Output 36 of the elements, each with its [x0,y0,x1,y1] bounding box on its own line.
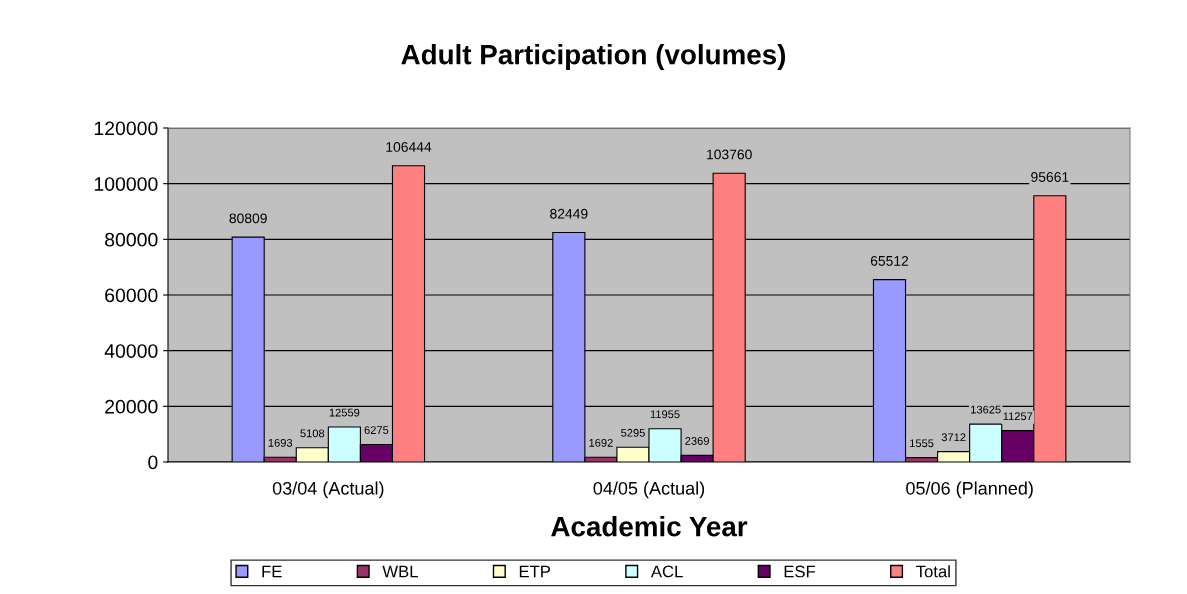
data-label: 103760 [707,149,752,160]
data-label: 106444 [386,142,432,152]
data-label: 2369 [685,437,709,445]
data-label: 13625 [971,405,1001,414]
chart-title: Adult Participation (volumes) [401,44,786,70]
data-label: 1555 [910,439,934,448]
legend-label: WBL [382,565,418,578]
data-label: 1693 [268,438,293,447]
data-label: 11955 [650,410,680,419]
x-tick-label: 05/06 (Planned) [906,481,1033,499]
data-label: 95661 [1031,172,1069,182]
y-tick-label: 80000 [105,232,158,247]
legend-label: FE [262,565,282,578]
data-label: 82449 [550,208,588,219]
y-tick-label: 20000 [105,399,158,414]
data-label: 80809 [229,213,267,224]
y-tick-label: 60000 [105,288,158,303]
data-label: 12559 [329,408,360,417]
y-tick-label: 120000 [94,121,158,136]
y-tick-label: 0 [148,455,158,470]
data-label: 5295 [621,428,645,437]
x-tick-label: 04/05 (Actual) [593,481,705,499]
x-axis-title: Academic Year [551,516,748,537]
legend-label: Total [916,565,950,578]
legend-label: ESF [784,565,816,578]
data-label: 6275 [364,426,389,435]
data-label: 1692 [589,438,613,447]
x-tick-label: 03/04 (Actual) [272,481,384,499]
legend-label: ACL [650,565,683,578]
data-label: 11257 [1003,412,1033,421]
legend-label: ETP [519,565,551,578]
y-tick-label: 40000 [104,344,158,358]
data-label: 65512 [870,255,909,266]
data-label: 3712 [941,433,966,442]
data-label: 5108 [300,429,325,438]
y-tick-label: 100000 [94,177,158,191]
